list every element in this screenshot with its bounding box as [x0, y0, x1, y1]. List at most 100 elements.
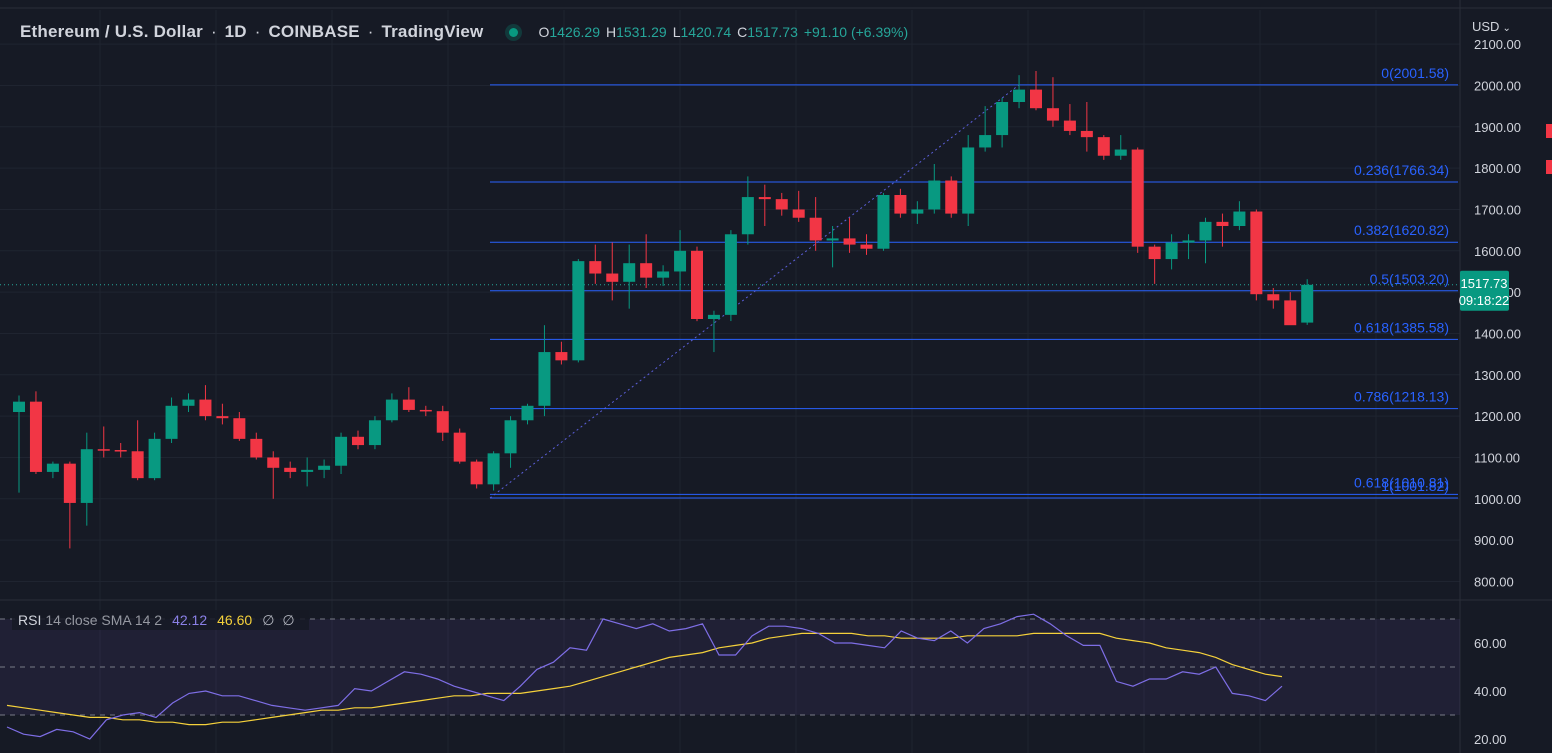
candle-body: [402, 399, 415, 410]
fib-level-label: 0.786(1218.13): [1354, 389, 1449, 405]
ohlc-open: O1426.29: [538, 24, 600, 40]
price-tick-label: 1300.00: [1474, 368, 1521, 383]
candle-body: [1046, 108, 1059, 121]
candle-body: [470, 461, 483, 485]
price-axis[interactable]: 800.00 900.00 1000.00 1100.00 1200.00 1300.00…: [1459, 37, 1521, 747]
candle-body: [46, 463, 59, 472]
candle-body: [996, 102, 1009, 136]
interval-label[interactable]: 1D: [224, 22, 247, 41]
candle-body: [80, 449, 93, 503]
price-tick-label: 2000.00: [1474, 78, 1521, 93]
candle-body: [911, 209, 924, 214]
open-key: O: [538, 24, 550, 40]
high-key: H: [605, 24, 617, 40]
fib-retracement[interactable]: 0(2001.58) 0.236(1766.34) 0.382(1620.82) 0.…: [0, 65, 1460, 499]
candle-body: [758, 197, 771, 200]
candle-body: [657, 271, 670, 278]
candle-body: [707, 314, 720, 319]
candle-body: [589, 261, 602, 274]
price-tick-label: 800.00: [1474, 574, 1514, 589]
candle-body: [640, 263, 653, 278]
candle-body: [1097, 137, 1110, 156]
candle-body: [419, 409, 432, 412]
candle-body: [1233, 211, 1246, 226]
exchange-label: COINBASE: [268, 22, 360, 41]
market-status-icon[interactable]: [509, 27, 519, 37]
rsi-value: 42.12: [172, 612, 208, 628]
rsi-line: [6, 613, 1283, 740]
symbol-header: Ethereum / U.S. Dollar · 1D · COINBASE ·…: [20, 22, 909, 41]
chevron-down-icon: ⌄: [1502, 23, 1511, 34]
candle-body: [1148, 246, 1161, 260]
candle-body: [13, 401, 25, 412]
price-tick-label: 1100.00: [1474, 450, 1520, 465]
price-tick-label: 1800.00: [1474, 161, 1521, 176]
fib-level-label: 0.618(1385.58): [1354, 319, 1449, 335]
candle-body: [284, 467, 297, 472]
price-tick-label: 1700.00: [1474, 202, 1521, 217]
candle-body: [1131, 149, 1144, 247]
candle-body: [555, 352, 568, 361]
symbol-name[interactable]: Ethereum / U.S. Dollar: [20, 22, 203, 41]
rsi-legend[interactable]: RSI 14 close SMA 14 2 42.12 46.60 ∅ ∅: [12, 610, 309, 630]
candle-body: [606, 273, 619, 282]
open-value: 1426.29: [549, 24, 600, 40]
candle-body: [97, 449, 110, 451]
rsi-na-2: ∅: [282, 611, 295, 628]
price-tick-label: 1000.00: [1474, 492, 1521, 507]
edge-marker-2: [1546, 160, 1552, 174]
candle-body: [945, 180, 958, 214]
ohlc-close: C1517.73: [737, 24, 798, 40]
candle-body: [63, 463, 76, 503]
candle-body: [301, 469, 314, 472]
rsi-name: RSI: [18, 612, 42, 628]
rsi-tick-label: 60.00: [1474, 636, 1507, 651]
candle-body: [1114, 149, 1127, 156]
candle-body: [775, 199, 788, 210]
fib-level-label: 0.382(1620.82): [1354, 222, 1449, 238]
candle-body: [1013, 89, 1026, 102]
candle-body: [114, 450, 127, 452]
candle-body: [928, 180, 941, 210]
fib-level-label: 0.618(1010.81): [1354, 474, 1449, 490]
candle-body: [1080, 130, 1093, 138]
candle-body: [724, 234, 737, 315]
close-key: C: [737, 24, 748, 40]
price-tick-label: 1600.00: [1474, 244, 1521, 259]
candle-body: [572, 261, 585, 361]
candle-body: [453, 432, 466, 462]
candle-body: [538, 352, 551, 406]
candle-body: [385, 399, 398, 421]
rsi-tick-label: 40.00: [1474, 684, 1507, 699]
high-value: 1531.29: [616, 24, 667, 40]
candle-body: [979, 135, 992, 148]
candle-body: [1216, 221, 1229, 226]
close-value: 1517.73: [747, 24, 798, 40]
candle-body: [826, 238, 839, 241]
candle-body: [250, 438, 263, 458]
candle-body: [674, 250, 687, 272]
fib-trend-line[interactable]: [489, 84, 1020, 499]
candle-body: [216, 416, 229, 419]
price-tick-label: 2100.00: [1474, 37, 1521, 52]
change-value: +91.10 (+6.39%): [803, 24, 909, 40]
candle-body: [1250, 211, 1263, 295]
current-price-label: 1517.73: [1461, 276, 1508, 291]
rsi-params: 14 close SMA 14 2: [45, 612, 163, 628]
candle-body: [1165, 242, 1178, 260]
candle-body: [623, 263, 636, 282]
currency-selector[interactable]: USD ⌄: [1472, 19, 1511, 34]
candle-body: [182, 399, 195, 406]
candle-body: [877, 195, 890, 249]
price-tick-label: 1400.00: [1474, 326, 1521, 341]
fib-level-label: 0.5(1503.20): [1370, 271, 1449, 287]
candle-body: [691, 250, 703, 319]
candle-body: [368, 420, 381, 446]
candle-body: [335, 436, 348, 466]
price-tick-label: 1900.00: [1474, 120, 1521, 135]
candle-body: [1030, 89, 1042, 109]
candle-body: [318, 465, 331, 470]
candle-body: [267, 457, 280, 468]
